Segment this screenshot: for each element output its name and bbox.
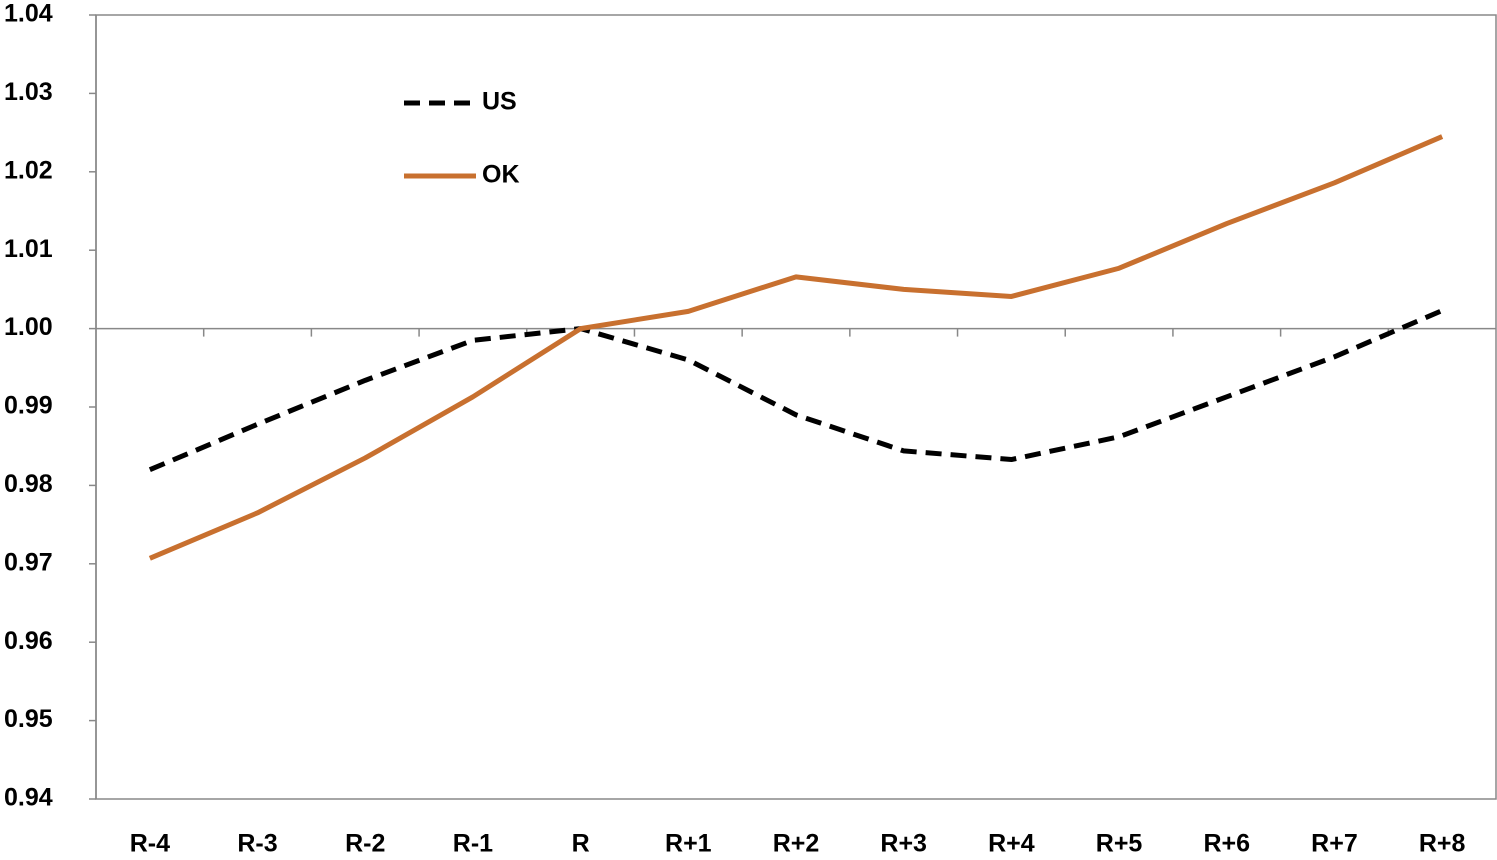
x-tick-label: R-2 — [345, 830, 385, 858]
x-tick-label: R+8 — [1419, 830, 1466, 858]
series-line — [148, 308, 1444, 473]
y-tick-label: 0.98 — [4, 470, 53, 498]
plot-frame — [95, 14, 1497, 800]
y-tick-label: 0.97 — [4, 548, 53, 576]
x-tick-label: R-1 — [453, 830, 493, 858]
y-tick-label: 1.02 — [4, 156, 53, 184]
x-tick-label: R+7 — [1311, 830, 1358, 858]
y-tick-label: 0.95 — [4, 705, 53, 733]
x-tick-label: R+2 — [773, 830, 820, 858]
legend-label: US — [482, 88, 517, 116]
y-tick-label: 0.99 — [4, 392, 53, 420]
y-tick-label: 1.00 — [4, 313, 53, 341]
series-line — [148, 134, 1444, 561]
y-tick-label: 0.94 — [4, 784, 53, 812]
y-tick-label: 1.01 — [4, 235, 53, 263]
x-tick-label: R+5 — [1096, 830, 1143, 858]
x-tick-label: R — [572, 830, 590, 858]
legend-label: OK — [482, 161, 520, 189]
x-tick-label: R+1 — [665, 830, 712, 858]
x-tick-label: R+6 — [1203, 830, 1250, 858]
y-tick-label: 1.03 — [4, 78, 53, 106]
x-tick-label: R+4 — [988, 830, 1035, 858]
x-tick-label: R-4 — [130, 830, 170, 858]
y-tick-label: 1.04 — [4, 0, 53, 28]
x-tick-label: R-3 — [237, 830, 277, 858]
y-tick-label: 0.96 — [4, 627, 53, 655]
x-tick-label: R+3 — [880, 830, 927, 858]
